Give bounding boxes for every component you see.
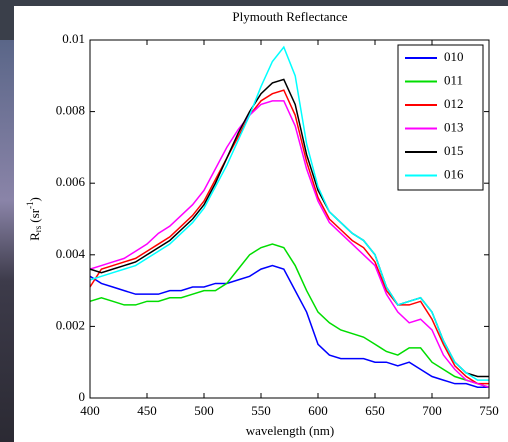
legend-label: 015 bbox=[444, 143, 464, 158]
y-axis-label: Rrs (sr-1) bbox=[25, 197, 43, 241]
chart-title: Plymouth Reflectance bbox=[232, 9, 347, 24]
legend-label: 013 bbox=[444, 119, 464, 134]
series-line bbox=[89, 45, 489, 381]
legend-box bbox=[397, 44, 484, 191]
x-tick-label: 550 bbox=[251, 403, 271, 418]
series-line bbox=[89, 100, 490, 388]
y-label-close: ) bbox=[27, 197, 42, 201]
y-tick-label: 0.002 bbox=[56, 317, 85, 332]
y-label-base: R bbox=[27, 232, 42, 241]
y-label-sub: rs bbox=[33, 225, 43, 232]
x-tick-label: 750 bbox=[479, 403, 499, 418]
y-tick-label: 0.004 bbox=[56, 246, 86, 261]
x-tick-label: 700 bbox=[422, 403, 442, 418]
legend-label: 010 bbox=[444, 49, 464, 64]
x-tick-label: 450 bbox=[137, 403, 157, 418]
series-line bbox=[89, 264, 489, 389]
legend-label: 016 bbox=[444, 166, 464, 181]
y-tick-label: 0.006 bbox=[56, 174, 86, 189]
series-line bbox=[89, 89, 489, 385]
x-axis-label: wavelength (nm) bbox=[246, 423, 334, 438]
y-label-unit: (sr bbox=[27, 208, 42, 222]
x-tick-label: 650 bbox=[365, 403, 385, 418]
legend-label: 011 bbox=[444, 72, 463, 87]
y-label-sup: -1 bbox=[25, 201, 35, 209]
x-tick-label: 500 bbox=[194, 403, 214, 418]
x-tick-label: 600 bbox=[308, 403, 328, 418]
x-tick-label: 400 bbox=[80, 403, 100, 418]
series-line bbox=[89, 243, 490, 388]
y-tick-label: 0.008 bbox=[56, 103, 85, 118]
background-photo bbox=[0, 40, 16, 442]
y-tick-label: 0.01 bbox=[62, 31, 85, 46]
legend-label: 012 bbox=[444, 96, 464, 111]
y-tick-label: 0 bbox=[79, 389, 86, 404]
plot-frame bbox=[89, 39, 490, 399]
